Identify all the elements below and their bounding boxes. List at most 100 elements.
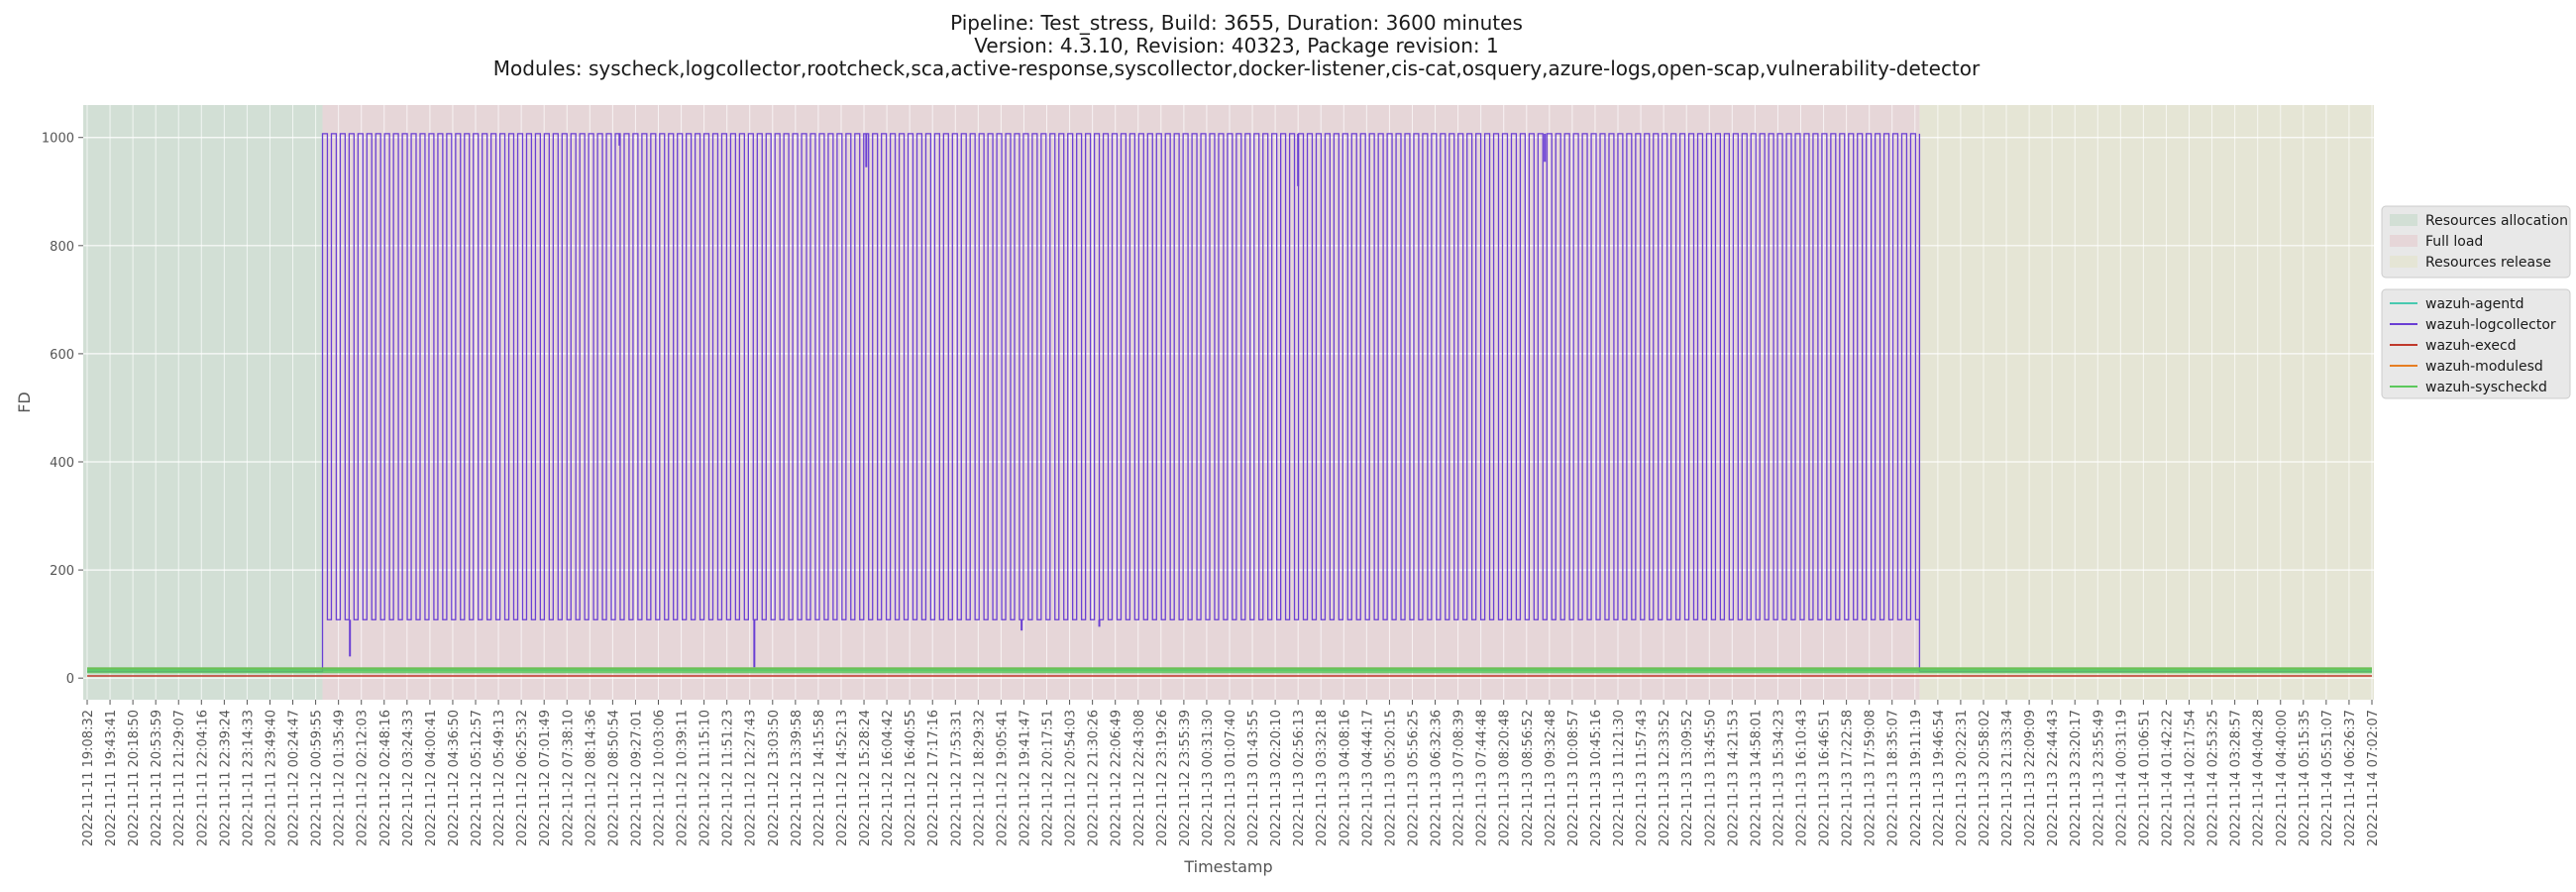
x-tick-label: 2022-11-13 15:34:23 <box>1771 710 1786 846</box>
x-tick-label: 2022-11-12 18:29:32 <box>972 710 987 846</box>
x-tick-label: 2022-11-14 02:17:54 <box>2184 710 2199 846</box>
legend-label: wazuh-modulesd <box>2425 359 2543 375</box>
x-tick-label: 2022-11-11 23:49:40 <box>264 710 278 846</box>
x-tick-label: 2022-11-13 16:46:51 <box>1818 710 1833 846</box>
y-tick-label: 600 <box>50 348 74 363</box>
x-tick-label: 2022-11-14 06:26:37 <box>2343 710 2358 846</box>
x-tick-label: 2022-11-12 13:39:58 <box>790 710 805 846</box>
x-tick-label: 2022-11-13 17:59:08 <box>1864 710 1878 846</box>
x-tick-label: 2022-11-12 11:15:10 <box>698 710 713 846</box>
x-tick-label: 2022-11-12 19:41:47 <box>1018 710 1032 846</box>
phase-bands <box>83 105 2374 700</box>
x-tick-label: 2022-11-12 12:27:43 <box>744 710 759 846</box>
x-tick-label: 2022-11-11 20:18:50 <box>127 710 142 846</box>
x-tick-label: 2022-11-13 23:55:49 <box>2092 710 2106 846</box>
x-tick-label: 2022-11-14 01:42:22 <box>2160 710 2175 846</box>
x-tick-label: 2022-11-12 23:19:26 <box>1155 710 1170 846</box>
phase-band <box>1919 105 2374 700</box>
chart-title: Pipeline: Test_stress, Build: 3655, Dura… <box>493 11 1981 80</box>
x-tick-label: 2022-11-14 04:04:28 <box>2252 710 2267 846</box>
legend-phases: Resources allocation Full load Resources r… <box>2381 205 2571 279</box>
x-tick-label: 2022-11-13 08:56:52 <box>1521 710 1536 846</box>
x-tick-label: 2022-11-13 02:20:10 <box>1269 710 1284 846</box>
x-tick-label: 2022-11-12 21:30:26 <box>1087 710 1102 846</box>
x-tick-label: 2022-11-11 19:43:41 <box>104 710 119 846</box>
legend-label: wazuh-syscheckd <box>2425 380 2547 395</box>
x-tick-label: 2022-11-12 11:51:23 <box>721 710 736 846</box>
x-tick-label: 2022-11-14 02:53:25 <box>2206 710 2221 846</box>
legend-label: wazuh-execd <box>2425 338 2517 354</box>
x-tick-label: 2022-11-12 20:54:03 <box>1064 710 1079 846</box>
x-tick-label: 2022-11-12 16:04:42 <box>881 710 896 846</box>
x-tick-label: 2022-11-12 00:24:47 <box>287 710 302 846</box>
x-tick-label: 2022-11-12 08:14:36 <box>584 710 598 846</box>
y-tick-label: 0 <box>66 672 74 687</box>
x-tick-label: 2022-11-12 08:50:54 <box>606 710 621 846</box>
x-tick-label: 2022-11-13 17:22:58 <box>1841 710 1856 846</box>
x-tick-label: 2022-11-13 22:09:09 <box>2023 710 2038 846</box>
x-tick-label: 2022-11-13 02:56:13 <box>1292 710 1307 846</box>
x-tick-label: 2022-11-12 13:03:50 <box>767 710 782 846</box>
x-tick-label: 2022-11-14 04:40:00 <box>2275 710 2290 846</box>
x-tick-label: 2022-11-12 05:49:13 <box>492 710 507 846</box>
x-tick-label: 2022-11-12 03:24:33 <box>401 710 416 846</box>
phase-band <box>83 105 323 700</box>
legend-label: wazuh-agentd <box>2425 296 2524 312</box>
x-tick-label: 2022-11-12 04:00:41 <box>424 710 439 846</box>
x-tick-label: 2022-11-12 17:17:16 <box>926 710 941 846</box>
x-tick-label: 2022-11-13 13:09:52 <box>1680 710 1695 846</box>
x-tick-label: 2022-11-12 22:06:49 <box>1110 710 1125 846</box>
y-tick-label: 200 <box>50 564 74 579</box>
x-tick-labels: 2022-11-11 19:08:32 2022-11-11 19:43:41 20… <box>81 700 2381 846</box>
x-tick-label: 2022-11-12 16:40:55 <box>904 710 918 846</box>
x-tick-label: 2022-11-12 20:17:51 <box>1041 710 1056 846</box>
x-tick-label: 2022-11-13 09:32:48 <box>1544 710 1558 846</box>
x-tick-label: 2022-11-13 23:20:17 <box>2069 710 2084 846</box>
x-tick-label: 2022-11-14 07:02:07 <box>2366 710 2381 846</box>
x-tick-label: 2022-11-12 02:12:03 <box>356 710 371 846</box>
x-tick-label: 2022-11-13 12:33:52 <box>1658 710 1672 846</box>
x-tick-label: 2022-11-11 20:53:59 <box>150 710 164 846</box>
x-tick-label: 2022-11-13 07:44:48 <box>1475 710 1490 846</box>
x-tick-label: 2022-11-14 05:15:35 <box>2298 710 2312 846</box>
x-tick-label: 2022-11-13 16:10:43 <box>1795 710 1810 846</box>
x-tick-label: 2022-11-13 04:44:17 <box>1360 710 1375 846</box>
x-tick-label: 2022-11-12 00:59:55 <box>310 710 325 846</box>
x-tick-label: 2022-11-11 22:04:16 <box>195 710 210 846</box>
chart-title-line: Version: 4.3.10, Revision: 40323, Packag… <box>974 34 1498 57</box>
legend-series: wazuh-agentd wazuh-logcollector wazuh-exec… <box>2381 288 2571 399</box>
legend-series-box <box>2381 288 2571 399</box>
x-tick-label: 2022-11-13 01:43:55 <box>1246 710 1261 846</box>
x-tick-label: 2022-11-14 01:06:51 <box>2137 710 2152 846</box>
x-tick-label: 2022-11-11 23:14:33 <box>241 710 256 846</box>
x-tick-label: 2022-11-12 06:25:32 <box>515 710 530 846</box>
legend-label: Full load <box>2425 234 2483 250</box>
x-tick-label: 2022-11-13 11:21:30 <box>1612 710 1627 846</box>
x-tick-label: 2022-11-13 10:45:16 <box>1589 710 1604 846</box>
x-axis-label: Timestamp <box>1183 857 1272 876</box>
legend-label: Resources release <box>2425 255 2551 271</box>
x-tick-label: 2022-11-14 05:51:07 <box>2320 710 2335 846</box>
series-line-wazuh-syscheckd <box>87 667 2372 674</box>
x-tick-label: 2022-11-13 07:08:39 <box>1452 710 1467 846</box>
y-tick-labels: 0 200 400 600 800 1000 <box>42 132 83 687</box>
x-tick-label: 2022-11-13 05:20:15 <box>1383 710 1398 846</box>
x-tick-label: 2022-11-12 17:53:31 <box>949 710 964 846</box>
y-tick-label: 1000 <box>42 132 74 147</box>
x-tick-label: 2022-11-14 00:31:19 <box>2114 710 2129 846</box>
x-tick-label: 2022-11-12 22:43:08 <box>1132 710 1147 846</box>
x-tick-label: 2022-11-13 14:58:01 <box>1749 710 1764 846</box>
x-tick-label: 2022-11-13 20:58:02 <box>1978 710 1992 846</box>
x-tick-label: 2022-11-12 14:52:13 <box>835 710 850 846</box>
chart-title-line: Pipeline: Test_stress, Build: 3655, Dura… <box>950 11 1523 35</box>
x-tick-label: 2022-11-13 10:08:57 <box>1566 710 1581 846</box>
x-tick-label: 2022-11-11 19:08:32 <box>81 710 96 846</box>
legend-label: wazuh-logcollector <box>2425 317 2556 333</box>
x-tick-label: 2022-11-12 14:15:58 <box>812 710 827 846</box>
x-tick-label: 2022-11-13 04:08:16 <box>1338 710 1352 846</box>
x-tick-label: 2022-11-13 20:22:31 <box>1955 710 1970 846</box>
x-tick-label: 2022-11-12 10:03:06 <box>653 710 668 846</box>
series-line-wazuh-logcollector <box>87 133 2372 673</box>
x-tick-label: 2022-11-12 07:38:10 <box>561 710 576 846</box>
x-tick-label: 2022-11-13 19:11:19 <box>1909 710 1924 846</box>
